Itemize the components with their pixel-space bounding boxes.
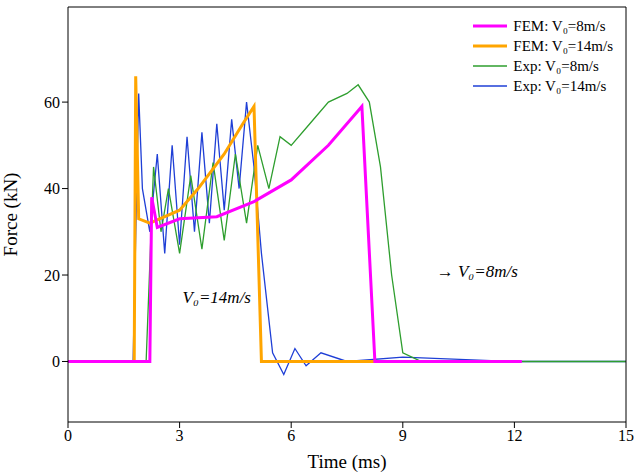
svg-text:0: 0: [64, 427, 72, 444]
svg-text:12: 12: [506, 427, 522, 444]
svg-text:60: 60: [44, 94, 60, 111]
svg-text:→ V₀=8m/s: → V₀=8m/s: [437, 262, 519, 281]
svg-text:Time (ms): Time (ms): [307, 451, 386, 473]
svg-text:0: 0: [52, 353, 60, 370]
svg-text:3: 3: [176, 427, 184, 444]
html-text:FEM: V₀=8m/s: FEM: V₀=8m/s: [513, 17, 606, 34]
html-text:FEM: V₀=14m/s: FEM: V₀=14m/s: [513, 37, 613, 54]
svg-text:20: 20: [44, 267, 60, 284]
svg-text:40: 40: [44, 180, 60, 197]
svg-text:9: 9: [399, 427, 407, 444]
html-text:Exp: V₀=14m/s: Exp: V₀=14m/s: [513, 77, 607, 94]
svg-text:Force (kN): Force (kN): [0, 173, 22, 257]
svg-text:15: 15: [618, 427, 634, 444]
svg-text:V₀=14m/s: V₀=14m/s: [183, 288, 252, 307]
svg-text:6: 6: [287, 427, 295, 444]
html-text:Exp: V₀=8m/s: Exp: V₀=8m/s: [513, 57, 599, 74]
